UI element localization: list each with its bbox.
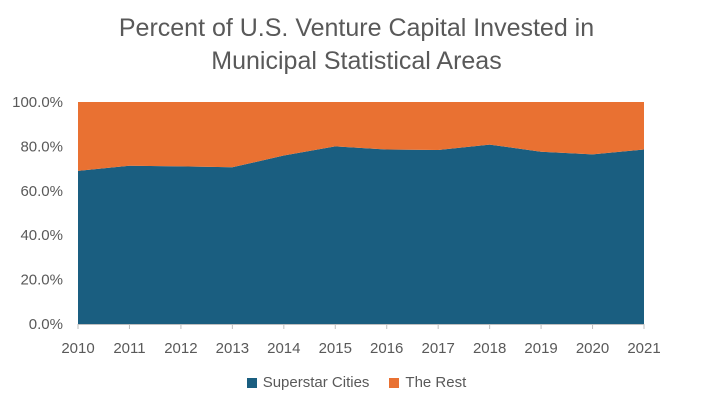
area-series-the-rest: [78, 102, 644, 171]
x-tick-label: 2015: [319, 340, 352, 357]
x-tick-label: 2010: [61, 340, 94, 357]
x-tick-label: 2018: [473, 340, 506, 357]
legend-swatch: [389, 377, 400, 388]
chart-title-line-1: Percent of U.S. Venture Capital Invested…: [118, 14, 595, 42]
axes-group: 2010 2011 2012 2013 2014 2015 2016 2017 2018 2019…: [12, 94, 661, 357]
y-tick-label: 40.0%: [20, 227, 63, 244]
area-series-superstar-cities: [78, 144, 644, 324]
y-tick-label: 20.0%: [20, 272, 63, 289]
x-tick-label: 2012: [164, 340, 197, 357]
x-tick-label: 2013: [216, 340, 249, 357]
x-tick-label: 2021: [627, 340, 660, 357]
y-tick-label: 0.0%: [29, 316, 63, 333]
y-tick-label: 80.0%: [20, 138, 63, 155]
x-tick-label: 2020: [576, 340, 609, 357]
x-tick-label: 2017: [421, 340, 454, 357]
area-series-group: [78, 102, 644, 324]
legend-label: Superstar Cities: [262, 374, 370, 391]
x-tick-label: 2019: [524, 340, 557, 357]
legend-swatch: [246, 377, 257, 388]
y-tick-label: 100.0%: [12, 94, 63, 111]
chart-title: Percent of U.S. Venture Capital Invested…: [0, 12, 713, 78]
x-tick-label: 2011: [113, 340, 145, 357]
legend-item: The Rest: [389, 374, 466, 391]
legend-label: The Rest: [405, 374, 467, 391]
x-tick-label: 2016: [370, 340, 403, 357]
legend: Superstar Cities The Rest: [0, 374, 713, 392]
legend-item: Superstar Cities: [246, 374, 370, 391]
y-tick-label: 60.0%: [20, 183, 63, 200]
x-tick-label: 2014: [267, 340, 300, 357]
chart-title-line-2: Municipal Statistical Areas: [211, 47, 502, 75]
